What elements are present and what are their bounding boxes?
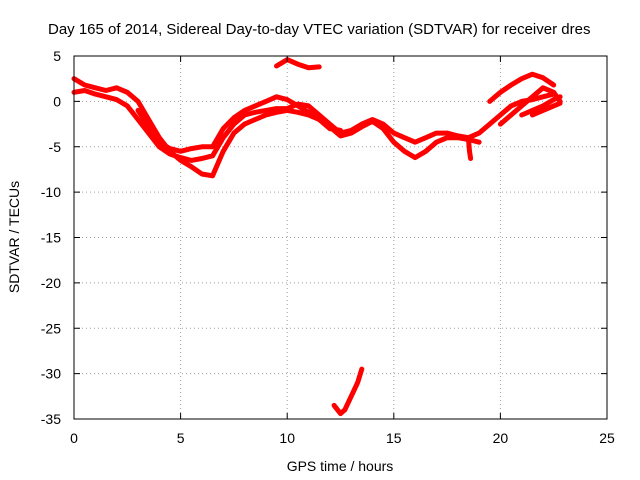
x-tick-label: 25 xyxy=(599,430,615,446)
series-trace-h xyxy=(274,57,322,71)
x-tick-label: 15 xyxy=(386,430,402,446)
axis-ticks: 0 5 10 15 20 25 5 0 -5 -10 -15 -20 -25 -30 -35 xyxy=(41,48,615,446)
y-axis-label: SDTVAR / TECUs xyxy=(6,181,22,293)
y-tick-label: -15 xyxy=(41,230,61,246)
x-axis-label: GPS time / hours xyxy=(287,458,394,474)
series-trace-j xyxy=(465,135,474,161)
y-tick-label: -35 xyxy=(41,411,61,427)
data-series xyxy=(71,57,563,417)
x-tick-label: 0 xyxy=(70,430,78,446)
series-trace-d xyxy=(487,71,557,104)
series-trace-i xyxy=(331,366,365,417)
series-trace-c xyxy=(135,94,343,154)
series-trace-e xyxy=(497,85,563,127)
y-tick-label: -10 xyxy=(41,184,61,200)
series-trace-f xyxy=(519,94,563,118)
y-tick-label: 0 xyxy=(53,93,61,109)
chart-title: Day 165 of 2014, Sidereal Day-to-day VTE… xyxy=(48,21,590,38)
y-tick-label: -30 xyxy=(41,366,61,382)
x-tick-label: 10 xyxy=(279,430,295,446)
series-trace-g xyxy=(529,100,563,118)
y-tick-label: -20 xyxy=(41,275,61,291)
y-tick-label: -25 xyxy=(41,320,61,336)
series-trace-a xyxy=(71,88,557,163)
series-trace-b xyxy=(71,76,482,179)
y-tick-label: -5 xyxy=(49,139,62,155)
y-tick-label: 5 xyxy=(53,48,61,64)
x-tick-label: 5 xyxy=(177,430,185,446)
x-tick-label: 20 xyxy=(493,430,509,446)
